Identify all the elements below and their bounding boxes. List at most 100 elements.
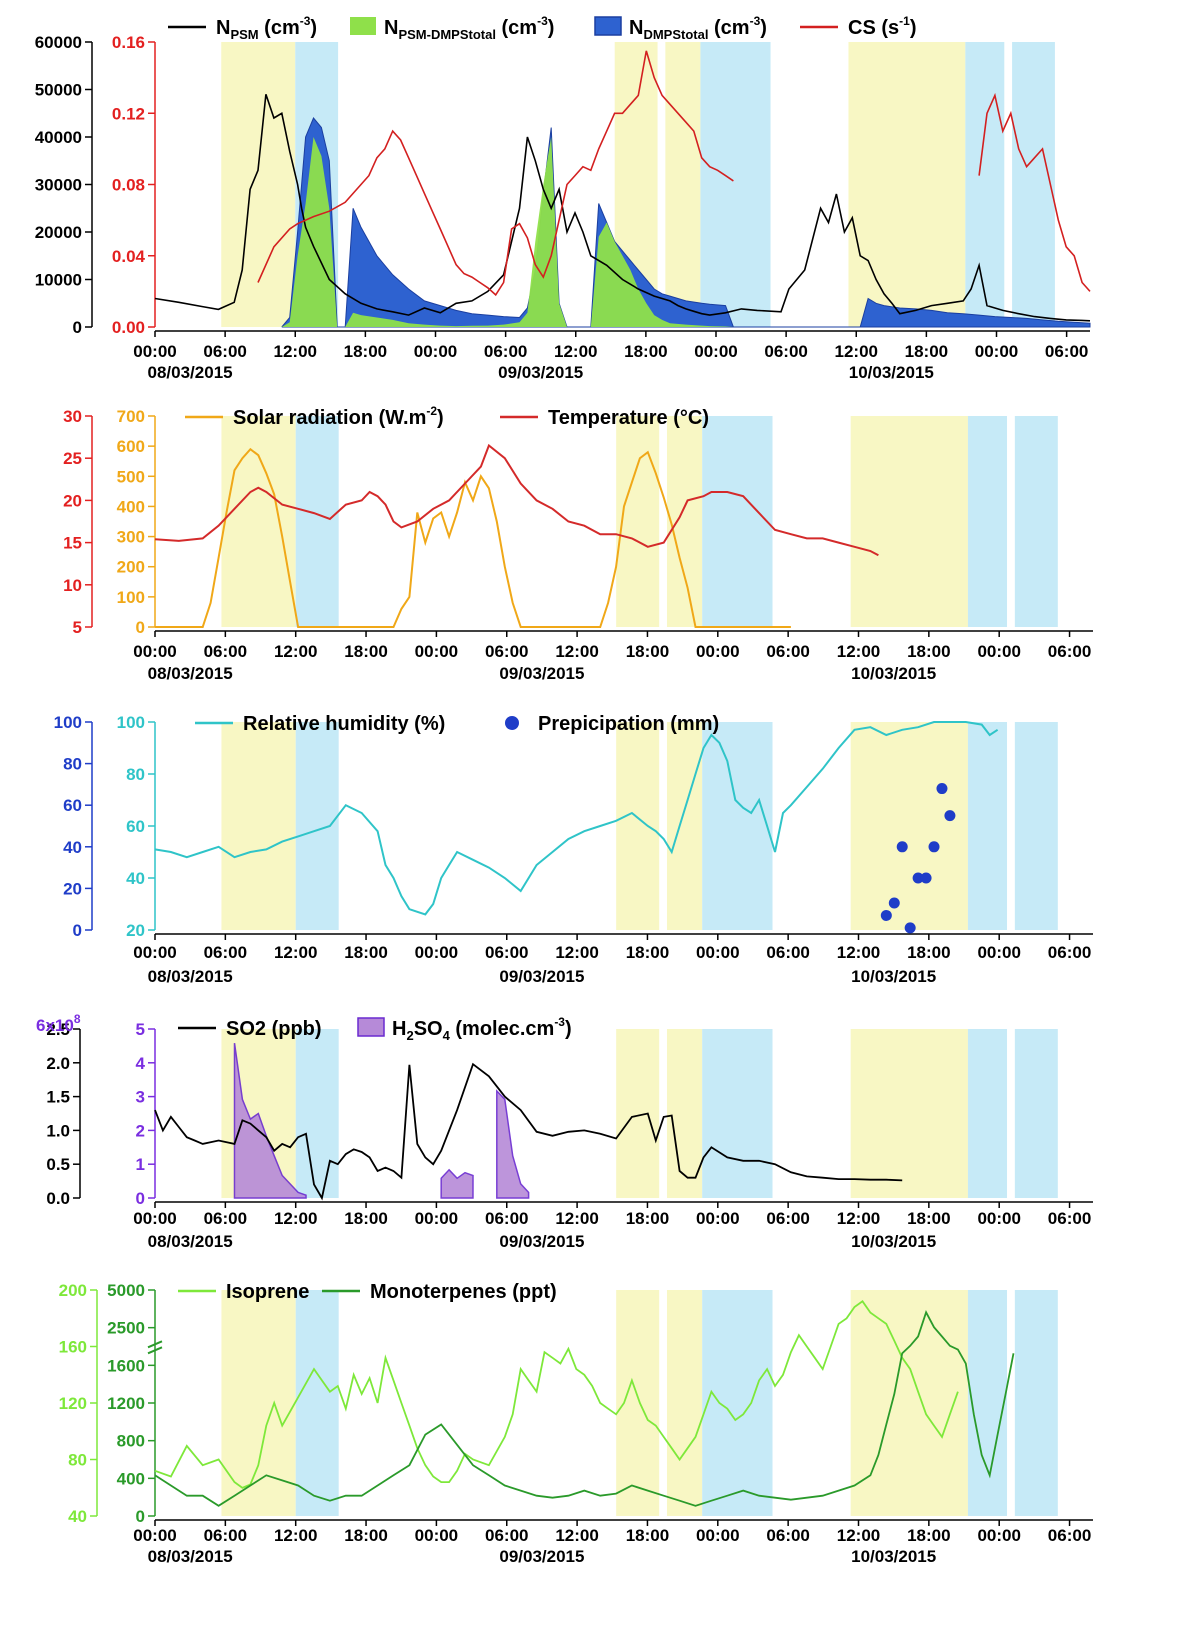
- night-shading: [700, 42, 771, 327]
- night-shading: [965, 42, 1005, 327]
- y-tick-label: 400: [117, 1469, 145, 1488]
- day-shading: [221, 1290, 296, 1516]
- x-date-label: 09/03/2015: [498, 363, 583, 382]
- x-tick-label: 12:00: [837, 1209, 880, 1228]
- day-shading: [221, 722, 296, 930]
- legend-label-part: ): [548, 17, 555, 39]
- legend-label: NPSM-DMPStotal (cm-3): [384, 14, 554, 42]
- y-tick-label: 60000: [35, 33, 82, 52]
- y-tick-label: 10: [63, 576, 82, 595]
- x-tick-label: 00:00: [696, 1209, 739, 1228]
- legend-label-part: (cm: [708, 17, 749, 39]
- x-tick-label: 06:00: [764, 342, 807, 361]
- precip-point: [896, 841, 908, 853]
- legend-label-part: N: [384, 17, 398, 39]
- series-solar-line: [155, 447, 791, 628]
- y-tick-label: 1.0: [46, 1121, 70, 1140]
- x-tick-label: 18:00: [907, 943, 950, 962]
- x-tick-label: 18:00: [624, 342, 667, 361]
- x-tick-label: 06:00: [485, 943, 528, 962]
- legend-item: Solar radiation (W.m-2): [185, 404, 444, 429]
- x-tick-label: 06:00: [204, 1209, 247, 1228]
- x-tick-label: 06:00: [1048, 642, 1091, 661]
- x-tick-label: 12:00: [274, 342, 317, 361]
- legend-label-part: -1: [899, 14, 910, 28]
- y-tick-label: 5: [73, 618, 82, 637]
- series-h2so4-area: [440, 1168, 474, 1199]
- x-date-label: 09/03/2015: [499, 1232, 584, 1251]
- legend-label-part: PSM-DMPStotal: [398, 27, 496, 42]
- x-date-label: 10/03/2015: [851, 967, 936, 986]
- night-shading: [967, 416, 1008, 627]
- x-tick-label: 12:00: [837, 642, 880, 661]
- night-shading: [295, 1290, 339, 1516]
- night-shading: [1014, 1290, 1058, 1516]
- legend-swatch: [594, 16, 622, 36]
- x-tick-label: 12:00: [274, 1209, 317, 1228]
- chart-panel-1: 00:00 06:00 12:00 18:00 00:00 06:00 12:00 18:00…: [35, 14, 1091, 382]
- series-temperature-line: [154, 443, 879, 557]
- x-tick-label: 00:00: [415, 642, 458, 661]
- y-tick-label: 4: [136, 1054, 146, 1073]
- x-date-label: 08/03/2015: [148, 363, 233, 382]
- legend-item: SO2 (ppb): [178, 1018, 322, 1040]
- x-tick-label: 00:00: [696, 642, 739, 661]
- y-tick-label: 40000: [35, 128, 82, 147]
- x-tick-label: 00:00: [133, 943, 176, 962]
- x-tick-label: 00:00: [977, 642, 1020, 661]
- y-tick-label: 40: [63, 838, 82, 857]
- legend-label-part: ): [565, 1018, 572, 1040]
- x-tick-label: 12:00: [555, 943, 598, 962]
- day-shading: [848, 42, 966, 327]
- y-tick-label: 120: [59, 1394, 87, 1413]
- legend-label-part: Solar radiation (W.m: [233, 407, 426, 429]
- series-npsm-line: [154, 94, 1091, 322]
- legend-label-part: (s: [876, 17, 899, 39]
- day-shading: [850, 722, 968, 930]
- precip-point: [880, 909, 892, 921]
- x-tick-label: 06:00: [485, 642, 528, 661]
- y-tick-label: 0: [73, 318, 82, 337]
- night-shading: [967, 1029, 1008, 1198]
- legend-item: Temperature (°C): [500, 407, 709, 429]
- night-shading: [702, 416, 773, 627]
- legend-item: NDMPStotal (cm-3): [594, 14, 767, 42]
- y-tick-label: 30000: [35, 176, 82, 195]
- x-tick-label: 06:00: [766, 642, 809, 661]
- x-tick-label: 12:00: [835, 342, 878, 361]
- day-shading: [665, 42, 701, 327]
- legend-label-part: ): [437, 407, 444, 429]
- x-date-label: 09/03/2015: [499, 1547, 584, 1566]
- x-tick-label: 12:00: [837, 943, 880, 962]
- x-date-label: 10/03/2015: [851, 1547, 936, 1566]
- y-tick-label: 0.08: [112, 176, 145, 195]
- series-rh-line: [154, 721, 999, 916]
- legend-item: NPSM (cm-3): [168, 14, 317, 42]
- x-tick-label: 06:00: [204, 642, 247, 661]
- y-tick-label: 0: [136, 1507, 145, 1526]
- day-shading: [616, 722, 660, 930]
- legend-label-part: (cm: [259, 17, 300, 39]
- y-tick-label: 80: [68, 1451, 87, 1470]
- x-tick-label: 18:00: [907, 1526, 950, 1545]
- chart-panel-3: 00:00 06:00 12:00 18:00 00:00 06:00 12:00 18:00…: [54, 713, 1093, 986]
- legend-item: Isoprene: [178, 1281, 309, 1303]
- series-psm-dmps-area: [281, 137, 734, 327]
- x-tick-label: 18:00: [626, 1209, 669, 1228]
- x-tick-label: 12:00: [555, 1526, 598, 1545]
- legend-item: Monoterpenes (ppt): [322, 1281, 557, 1303]
- x-tick-label: 06:00: [204, 1526, 247, 1545]
- x-date-label: 08/03/2015: [148, 664, 233, 683]
- series-h2so4-area: [496, 1089, 530, 1199]
- precip-point: [944, 810, 956, 822]
- chart-panel-5: 00:00 06:00 12:00 18:00 00:00 06:00 12:00 18:00…: [59, 1281, 1093, 1566]
- x-tick-label: 12:00: [554, 342, 597, 361]
- legend-label: CS (s-1): [848, 14, 916, 39]
- x-tick-label: 00:00: [696, 943, 739, 962]
- y-top-base: 6x10: [36, 1016, 74, 1035]
- x-tick-label: 18:00: [626, 943, 669, 962]
- legend-label-part: (cm: [496, 17, 537, 39]
- x-date-label: 08/03/2015: [148, 1547, 233, 1566]
- y-tick-label: 600: [117, 437, 145, 456]
